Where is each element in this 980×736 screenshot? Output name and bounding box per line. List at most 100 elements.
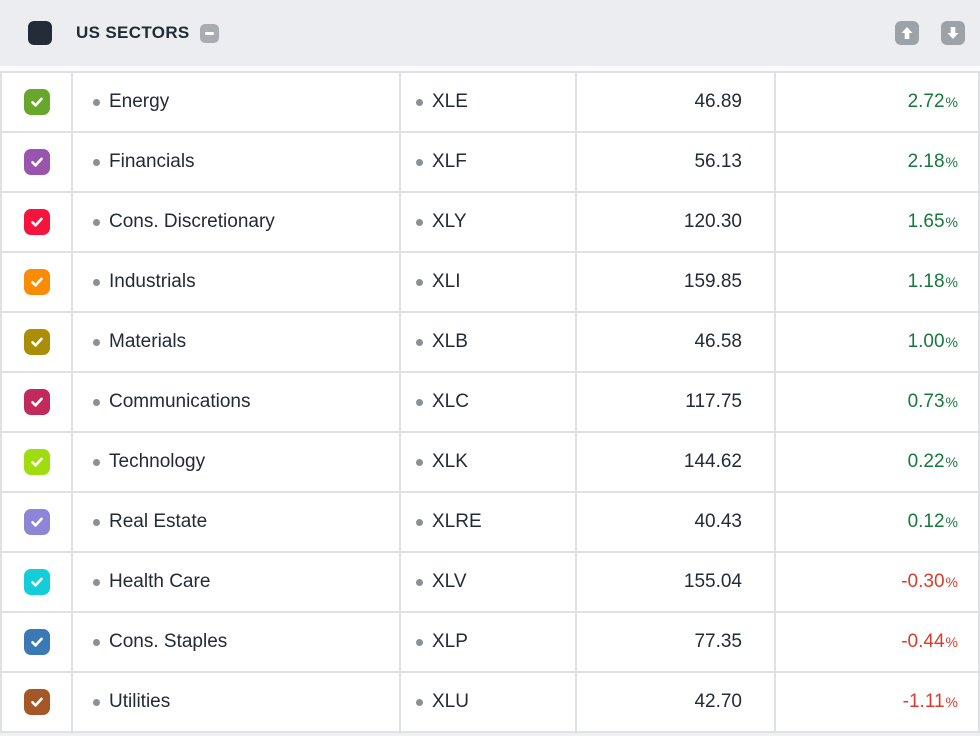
percent-change: -0.30% (901, 571, 958, 593)
row-checkbox[interactable] (23, 689, 50, 715)
sector-name-cell: Materials (73, 313, 401, 371)
table-row[interactable]: Financials XLF 56.13 2.18% (2, 133, 978, 193)
table-row[interactable]: Materials XLB 46.58 1.00% (2, 313, 978, 373)
table-row[interactable]: Utilities XLU 42.70 -1.11% (2, 673, 978, 733)
move-up-button[interactable] (895, 21, 919, 45)
bullet-icon (93, 398, 100, 406)
sector-name-cell: Technology (73, 433, 401, 491)
checkbox-cell (2, 193, 73, 251)
check-icon (29, 514, 45, 530)
table-row[interactable]: Industrials XLI 159.85 1.18% (2, 253, 978, 313)
arrow-up-icon (899, 25, 915, 41)
percent-sign: % (945, 454, 958, 470)
change-cell: -0.44% (776, 613, 978, 671)
check-icon (29, 154, 45, 170)
check-icon (29, 274, 45, 290)
check-icon (29, 394, 45, 410)
table-row[interactable]: Real Estate XLRE 40.43 0.12% (2, 493, 978, 553)
row-checkbox[interactable] (23, 269, 50, 295)
sector-name-cell: Utilities (73, 673, 401, 731)
ticker-symbol: XLF (432, 151, 467, 172)
price-cell: 144.62 (577, 433, 776, 491)
arrow-down-icon (945, 25, 961, 41)
minus-icon (204, 31, 214, 35)
table-row[interactable]: Cons. Discretionary XLY 120.30 1.65% (2, 193, 978, 253)
sector-name: Communications (109, 391, 251, 412)
collapse-button[interactable] (199, 23, 219, 43)
ticker-symbol: XLC (432, 391, 469, 412)
bullet-icon (416, 398, 423, 406)
ticker-cell: XLI (401, 253, 577, 311)
percent-sign: % (945, 94, 958, 110)
checkbox-cell (2, 373, 73, 431)
row-checkbox[interactable] (23, 149, 50, 175)
bullet-icon (416, 698, 423, 706)
check-icon (29, 94, 45, 110)
check-icon (29, 634, 45, 650)
ticker-cell: XLB (401, 313, 577, 371)
row-checkbox[interactable] (23, 629, 50, 655)
select-all-checkbox filled-square-icon[interactable] (28, 21, 52, 45)
change-value: 1.00 (907, 331, 945, 352)
table-row[interactable]: Health Care XLV 155.04 -0.30% (2, 553, 978, 613)
row-checkbox[interactable] (23, 89, 50, 115)
row-checkbox[interactable] (23, 329, 50, 355)
table-row[interactable]: Technology XLK 144.62 0.22% (2, 433, 978, 493)
sector-name: Cons. Staples (109, 631, 228, 652)
ticker-symbol: XLRE (432, 511, 482, 532)
bullet-icon (93, 458, 100, 466)
row-checkbox[interactable] (23, 209, 50, 235)
percent-sign: % (945, 574, 958, 590)
sector-name: Materials (109, 331, 187, 352)
check-icon (29, 694, 45, 710)
table-row[interactable]: Communications XLC 117.75 0.73% (2, 373, 978, 433)
ticker-symbol: XLY (432, 211, 467, 232)
bullet-icon (93, 278, 100, 286)
percent-change: 2.18% (908, 151, 958, 173)
sector-name: Utilities (109, 691, 171, 712)
percent-change: 1.18% (908, 271, 958, 293)
change-value: 2.18 (907, 151, 945, 172)
checkbox-cell (2, 253, 73, 311)
row-checkbox[interactable] (23, 509, 50, 535)
check-icon (29, 334, 45, 350)
last-price: 42.70 (694, 691, 742, 712)
row-checkbox[interactable] (23, 449, 50, 475)
ticker-symbol: XLI (432, 271, 461, 292)
table-row[interactable]: Energy XLE 46.89 2.72% (2, 73, 978, 133)
change-cell: 0.73% (776, 373, 978, 431)
sector-name-cell: Real Estate (73, 493, 401, 551)
checkbox-cell (2, 433, 73, 491)
ticker-symbol: XLU (432, 691, 469, 712)
row-checkbox[interactable] (23, 389, 50, 415)
table-row[interactable]: Cons. Staples XLP 77.35 -0.44% (2, 613, 978, 673)
sector-name: Energy (109, 91, 170, 112)
sectors-table: Energy XLE 46.89 2.72% Fin (0, 71, 980, 733)
row-checkbox[interactable] (23, 569, 50, 595)
ticker-cell: XLE (401, 73, 577, 131)
change-value: 1.18 (907, 271, 945, 292)
bullet-icon (416, 638, 423, 646)
change-cell: 2.72% (776, 73, 978, 131)
ticker-cell: XLRE (401, 493, 577, 551)
move-down-button[interactable] (941, 21, 965, 45)
ticker-symbol: XLE (432, 91, 468, 112)
check-icon (29, 454, 45, 470)
price-cell: 159.85 (577, 253, 776, 311)
sector-name: Cons. Discretionary (109, 211, 275, 232)
percent-change: 0.73% (908, 391, 958, 413)
bullet-icon (93, 158, 100, 166)
price-cell: 120.30 (577, 193, 776, 251)
header-gap (0, 66, 980, 71)
sector-name: Industrials (109, 271, 196, 292)
ticker-cell: XLK (401, 433, 577, 491)
percent-change: 1.00% (908, 331, 958, 353)
bullet-icon (416, 338, 423, 346)
bullet-icon (93, 638, 100, 646)
panel-title: US SECTORS (76, 23, 190, 42)
bullet-icon (93, 578, 100, 586)
sector-name-cell: Cons. Staples (73, 613, 401, 671)
last-price: 56.13 (694, 151, 742, 172)
bullet-icon (416, 458, 423, 466)
